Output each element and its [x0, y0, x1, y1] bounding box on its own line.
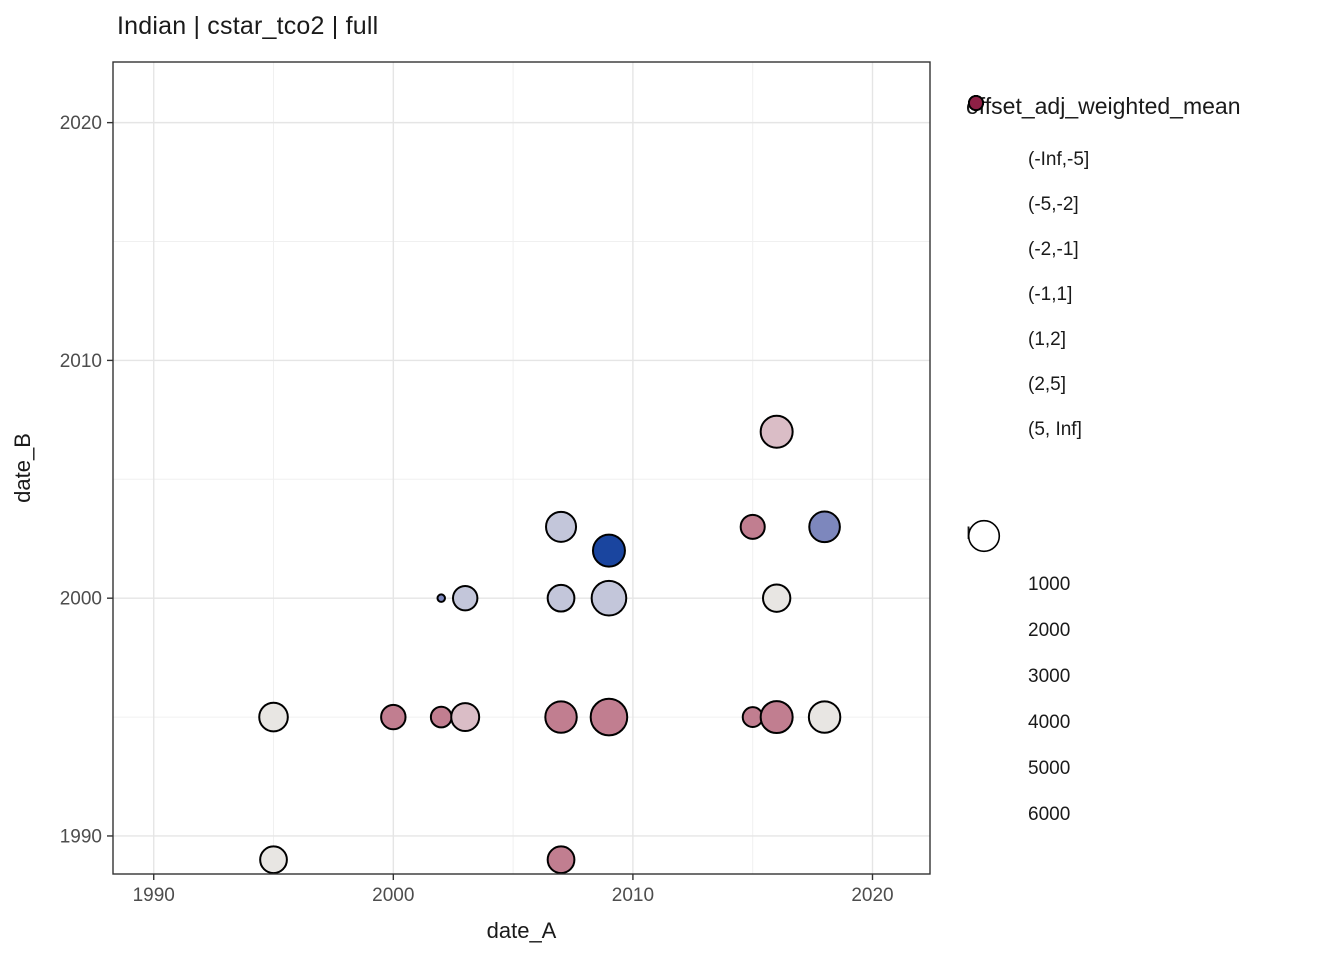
size-legend-label: 1000	[1028, 574, 1071, 595]
data-point	[759, 700, 794, 735]
panel-border	[112, 61, 931, 875]
panel-background	[113, 62, 930, 874]
color-legend-label: (-2,-1]	[1028, 238, 1079, 260]
color-legend-row: (5, Inf]	[966, 95, 1241, 452]
data-point	[739, 513, 766, 540]
data-point	[808, 510, 841, 544]
color-legend-label: (2,5]	[1028, 373, 1067, 395]
size-legend-row: 2000	[966, 527, 1071, 654]
plot-title: Indian | cstar_tco2 | full	[117, 12, 379, 40]
gridlines-minor	[113, 62, 930, 874]
data-point	[807, 700, 842, 734]
color-legend-row: (-Inf,-5]	[966, 95, 1241, 182]
color-legend-label: (-1,1]	[1028, 283, 1073, 305]
size-legend-row: 6000	[966, 519, 1071, 838]
data-point	[761, 583, 792, 613]
x-tick-label: 2020	[851, 885, 893, 906]
size-legend-label: 3000	[1028, 666, 1071, 687]
data-point	[546, 583, 576, 613]
size-legend-row: 3000	[966, 524, 1071, 700]
data-point	[451, 584, 479, 612]
color-legend-label: (1,2]	[1028, 328, 1067, 350]
x-axis-title: date_A	[487, 918, 557, 943]
data-point	[590, 579, 628, 617]
color-legend-row: (-5,-2]	[966, 95, 1241, 227]
data-points	[258, 414, 842, 875]
data-point	[436, 593, 446, 603]
color-legend: offset_adj_weighted_mean (-Inf,-5] (-5,-2…	[966, 93, 1241, 452]
color-legend-row: (2,5]	[966, 95, 1241, 407]
y-tick-label: 2010	[60, 351, 102, 372]
data-point	[258, 701, 289, 733]
gridlines-major	[113, 62, 930, 874]
x-tick-label: 2000	[372, 885, 414, 906]
y-tick-label: 2000	[60, 589, 102, 610]
x-tick-label: 2010	[612, 885, 654, 906]
data-point	[259, 845, 288, 875]
color-legend-label: (5, Inf]	[1028, 418, 1082, 440]
data-point	[591, 533, 626, 568]
scatter-plot-canvas: 1990 2000 2010 2020 1990 2000 2010 2020 date_A da…	[10, 61, 931, 943]
data-point	[759, 414, 794, 449]
data-point	[545, 510, 578, 543]
color-legend-items: (-Inf,-5] (-5,-2] (-2,-1] (-1,1] (1,2] (2,5] (…	[966, 95, 1241, 452]
data-point	[450, 702, 481, 733]
size-legend-row: 5000	[966, 521, 1071, 792]
data-point	[380, 703, 407, 731]
color-legend-label: (-Inf,-5]	[1028, 148, 1090, 170]
size-legend-items: 1000 2000 3000 4000 5000 6000	[966, 519, 1071, 838]
color-legend-title: offset_adj_weighted_mean	[966, 93, 1241, 119]
color-legend-row: (-1,1]	[966, 95, 1241, 317]
y-tick-label: 2020	[60, 113, 102, 134]
data-point	[429, 705, 453, 729]
size-legend-label: 4000	[1028, 712, 1071, 733]
color-legend-label: (-5,-2]	[1028, 193, 1079, 215]
y-axis-title: date_B	[10, 433, 35, 503]
size-legend-label: 2000	[1028, 620, 1071, 641]
size-legend-row: 1000	[966, 529, 1071, 608]
size-legend-label: 6000	[1028, 804, 1071, 825]
size-legend-row: 4000	[966, 522, 1071, 746]
y-tick-label: 1990	[60, 826, 102, 847]
size-legend-label: 5000	[1028, 758, 1071, 779]
axis-tick-labels: 1990 2000 2010 2020 1990 2000 2010 2020	[60, 113, 894, 906]
color-legend-row: (1,2]	[966, 95, 1241, 362]
color-legend-row: (-2,-1]	[966, 95, 1241, 272]
data-point	[741, 706, 764, 729]
data-point	[546, 845, 576, 875]
data-point	[589, 697, 629, 737]
axis-ticks	[107, 121, 874, 880]
x-tick-label: 1990	[133, 885, 175, 906]
data-point	[544, 700, 578, 734]
